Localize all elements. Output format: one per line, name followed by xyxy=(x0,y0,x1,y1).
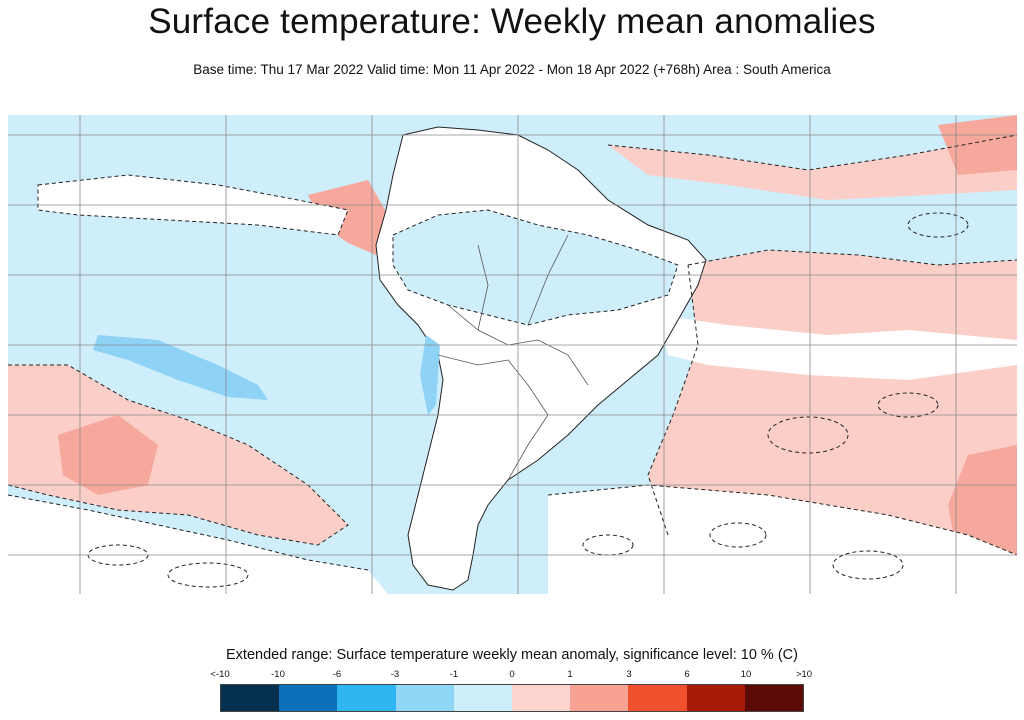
legend-tick: -10 xyxy=(271,669,285,680)
warm-region-northeast xyxy=(938,115,1017,175)
page-title: Surface temperature: Weekly mean anomali… xyxy=(148,2,876,41)
warm-region-caribbean xyxy=(608,135,1017,200)
legend-tick: -1 xyxy=(449,669,459,680)
cool-region-chile-coast xyxy=(420,335,440,415)
legend-swatch xyxy=(628,685,687,711)
legend-swatch xyxy=(395,685,454,711)
map-svg xyxy=(8,115,1017,594)
legend-swatch xyxy=(221,685,280,711)
legend-tick: 10 xyxy=(740,669,752,680)
warm-region-peru-coast xyxy=(308,180,388,255)
legend-tick: 6 xyxy=(684,669,690,680)
legend-swatch xyxy=(744,685,804,711)
cool-region-pacific-streak xyxy=(93,335,268,400)
legend-tick: 0 xyxy=(509,669,515,680)
legend-swatch xyxy=(686,685,745,711)
legend-title: Extended range: Surface temperature week… xyxy=(226,647,798,663)
legend-swatch xyxy=(512,685,571,711)
legend-tick: 3 xyxy=(626,669,632,680)
legend-tick-labels: <-10 -10 -6 -3 -1 0 1 3 6 10 >10 xyxy=(210,669,812,681)
legend-tick: -6 xyxy=(332,669,342,680)
legend-swatch xyxy=(453,685,513,711)
legend-tick: -3 xyxy=(390,669,400,680)
neutral-band-south-pacific xyxy=(8,495,388,594)
cool-region-amazon xyxy=(393,210,678,325)
gridlines xyxy=(8,115,1017,594)
legend-swatch xyxy=(279,685,338,711)
warm-region-south-pacific xyxy=(8,365,348,545)
neutral-band-atlantic xyxy=(658,315,1017,380)
legend-tick: <-10 xyxy=(210,669,230,680)
warm-region-pacific-core xyxy=(58,415,158,495)
neutral-band-south-atlantic xyxy=(548,485,1017,594)
legend-swatch xyxy=(570,685,629,711)
legend-colorbar xyxy=(220,684,804,712)
legend-tick: >10 xyxy=(795,669,813,680)
page-subtitle: Base time: Thu 17 Mar 2022 Valid time: M… xyxy=(193,62,831,77)
anomaly-map xyxy=(8,115,1017,594)
legend-swatch xyxy=(337,685,396,711)
legend-tick: 1 xyxy=(567,669,573,680)
